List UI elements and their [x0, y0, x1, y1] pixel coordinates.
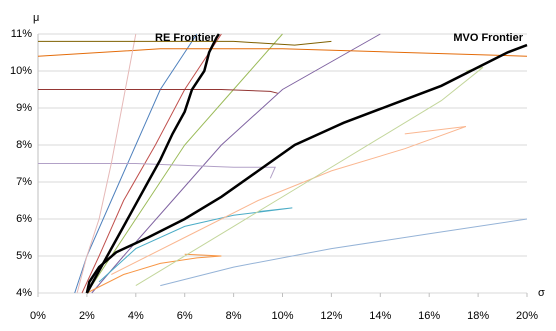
y-tick-label: 8% — [16, 139, 32, 151]
resampled-line — [81, 33, 222, 294]
y-tick-label: 4% — [16, 287, 32, 299]
y-tick-label: 7% — [16, 176, 32, 188]
x-tick-label: 2% — [79, 310, 95, 322]
x-tick-label: 0% — [30, 310, 46, 322]
labels: 4% 5% 6% 7% 8% 9% 10% 11% 0% 2% 4% 6% 8% 10% 12% 14% 16%… — [10, 28, 538, 322]
resampled-line — [135, 66, 484, 287]
resampled-line — [86, 33, 283, 294]
frontier-line — [85, 43, 528, 294]
frontier-line — [85, 33, 220, 294]
x-axis-label: σ — [538, 287, 545, 299]
x-tick-label: 16% — [418, 310, 440, 322]
resampled-line — [160, 218, 528, 287]
resampled-line — [111, 126, 467, 275]
y-axis-label: μ — [33, 12, 39, 24]
resampled-line — [38, 163, 276, 179]
x-tick-label: 14% — [369, 310, 391, 322]
y-tick-label: 10% — [10, 65, 32, 77]
resampled-line — [98, 207, 293, 283]
y-tick-label: 5% — [16, 250, 32, 262]
resampled-line — [91, 33, 381, 294]
resampled-line — [86, 253, 222, 294]
y-tick-label: 11% — [11, 28, 32, 40]
y-tick-label: 9% — [16, 102, 32, 114]
x-tick-label: 10% — [271, 310, 293, 322]
x-tick-label: 8% — [226, 310, 242, 322]
frontier-label: MVO Frontier — [453, 32, 523, 44]
frontier-label: RE Frontier — [155, 32, 216, 44]
x-tick-label: 18% — [467, 310, 489, 322]
x-tick-label: 12% — [320, 310, 342, 322]
resampled-line — [38, 89, 278, 94]
x-tick-label: 20% — [516, 310, 538, 322]
x-tick-label: 4% — [128, 310, 144, 322]
resampled-line — [38, 40, 332, 46]
lines — [38, 33, 528, 294]
x-tick-label: 6% — [177, 310, 193, 322]
resampled-line — [76, 33, 137, 294]
resampled-line — [38, 48, 528, 57]
y-tick-label: 6% — [16, 213, 32, 225]
